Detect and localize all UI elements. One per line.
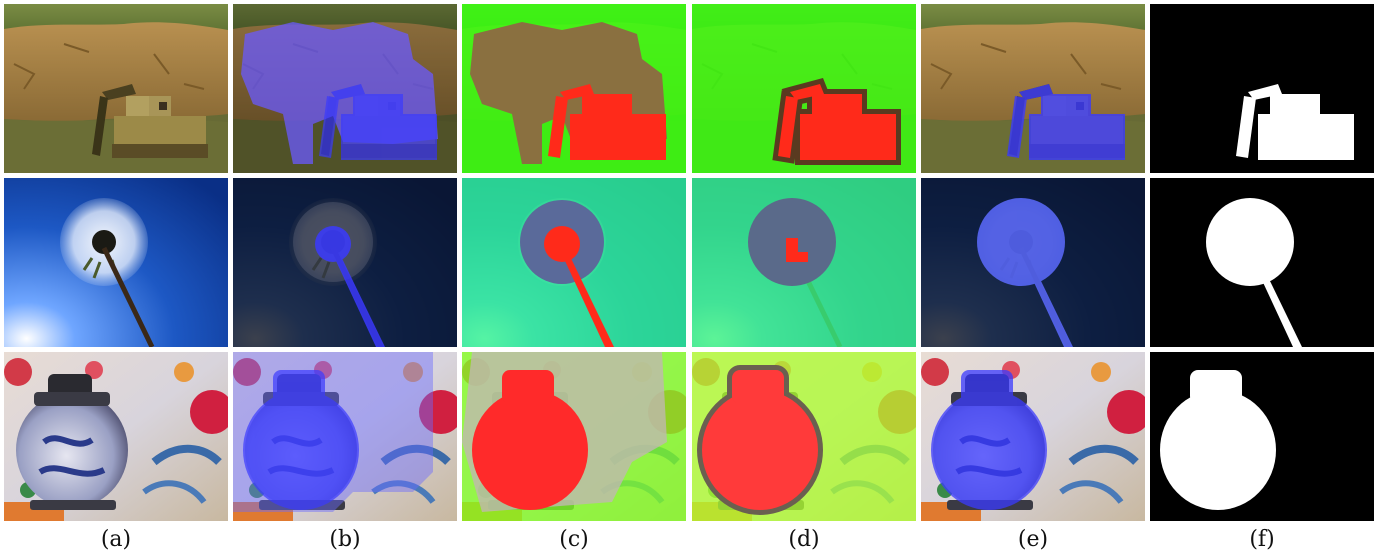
row1-col-a-input-image — [4, 4, 228, 173]
row1-col-c-green-red-map — [462, 4, 686, 173]
column-label-a: (a) — [100, 527, 132, 552]
row2-col-b-blue-overlay — [233, 178, 457, 347]
column-label-d: (d) — [788, 527, 820, 552]
row2-col-c-green-red-map — [462, 178, 686, 347]
row1-col-e-blue-segmentation — [921, 4, 1145, 173]
row3-col-d-green-red-map — [692, 352, 916, 521]
row3-col-c-green-red-map — [462, 352, 686, 521]
column-label-b: (b) — [329, 527, 361, 552]
row2-col-e-blue-segmentation — [921, 178, 1145, 347]
row1-col-f-binary-mask — [1150, 4, 1374, 173]
row3-col-a-input-image — [4, 352, 228, 521]
row2-col-f-binary-mask — [1150, 178, 1374, 347]
column-label-f: (f) — [1249, 527, 1275, 552]
column-label-e: (e) — [1017, 527, 1049, 552]
row3-col-b-blue-overlay — [233, 352, 457, 521]
row1-col-b-blue-overlay — [233, 4, 457, 173]
row1-col-d-green-red-map — [692, 4, 916, 173]
row2-col-d-green-red-map — [692, 178, 916, 347]
row2-col-a-input-image — [4, 178, 228, 347]
row3-col-f-binary-mask — [1150, 352, 1374, 521]
row3-col-e-blue-segmentation — [921, 352, 1145, 521]
column-label-c: (c) — [559, 527, 589, 552]
